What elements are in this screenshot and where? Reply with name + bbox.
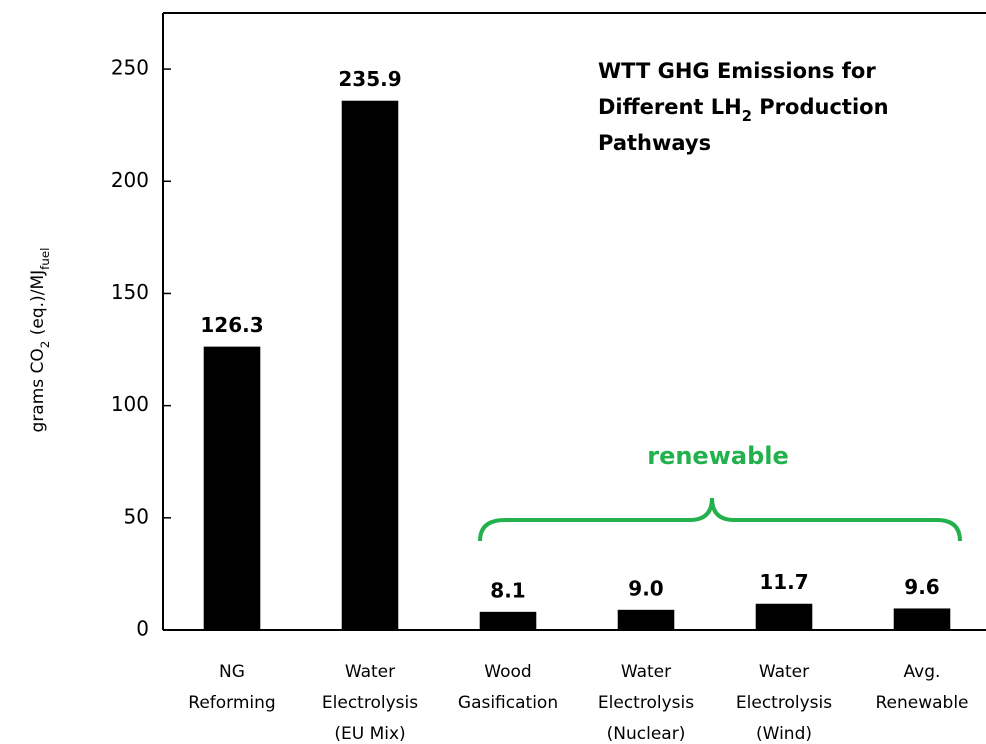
text-segment: Production [752,95,889,119]
x-tick-label: Renewable [875,693,968,713]
x-tick-label: Water [345,662,395,682]
subscript: 2 [38,341,52,349]
value-label: 126.3 [200,313,263,337]
value-label: 11.7 [759,570,808,594]
subscript: fuel [38,248,52,270]
x-tick-label: Electrolysis [736,693,832,713]
bar [617,609,675,630]
chart-title: WTT GHG Emissions for [598,59,876,83]
bar [893,608,951,630]
chart-title: Pathways [598,131,711,155]
renewable-brace [478,497,962,542]
text-segment: Pathways [598,131,711,155]
x-tick-label: Gasification [458,693,558,713]
x-tick-label: Reforming [188,693,275,713]
x-tick-label: Avg. [904,662,941,682]
y-axis-label: grams CO2 (eq.)/MJfuel [28,248,52,433]
text-segment: Different LH [598,95,742,119]
value-label: 9.0 [628,576,663,600]
value-label: 8.1 [490,578,525,602]
text-segment: (eq.)/MJ [28,270,48,341]
x-tick-label: Wood [484,662,531,682]
text-segment: WTT GHG Emissions for [598,59,876,83]
x-tick-label: (Nuclear) [607,724,686,744]
y-tick-label: 0 [136,617,149,641]
x-tick-label: NG [219,662,245,682]
annotation: renewable [647,442,789,470]
x-tick-label: Water [759,662,809,682]
text-segment: grams CO [28,348,48,432]
y-tick-label: 250 [111,56,149,80]
y-tick-label: 150 [111,280,149,304]
bar [203,346,261,630]
x-tick-label: Water [621,662,671,682]
y-tick-label: 100 [111,392,149,416]
bar [341,100,399,630]
subscript: 2 [742,108,752,125]
chart-title: Different LH2 Production [598,95,889,125]
x-tick-label: Electrolysis [322,693,418,713]
value-label: 9.6 [904,575,939,599]
y-tick-label: 50 [124,504,149,528]
bar [755,603,813,630]
x-tick-label: (Wind) [756,724,812,744]
x-tick-label: Electrolysis [598,693,694,713]
x-tick-label: (EU Mix) [334,724,405,744]
value-label: 235.9 [338,67,401,91]
y-tick-label: 200 [111,168,149,192]
bar [479,611,537,630]
